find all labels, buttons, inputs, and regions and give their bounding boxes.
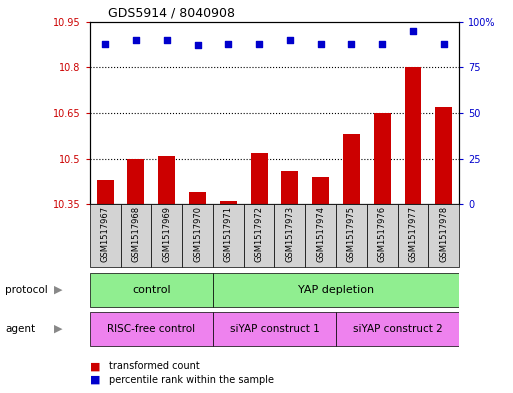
Text: ■: ■ bbox=[90, 361, 100, 371]
Text: agent: agent bbox=[5, 324, 35, 334]
Point bbox=[193, 42, 202, 48]
Point bbox=[440, 40, 448, 47]
Text: YAP depletion: YAP depletion bbox=[298, 285, 374, 295]
Bar bbox=[158, 156, 175, 204]
Text: siYAP construct 2: siYAP construct 2 bbox=[353, 324, 442, 334]
Point bbox=[286, 37, 294, 43]
Bar bbox=[274, 204, 305, 267]
Bar bbox=[250, 152, 267, 204]
Point bbox=[378, 40, 386, 47]
Bar bbox=[373, 113, 390, 204]
Point bbox=[409, 28, 417, 34]
Text: GSM1517973: GSM1517973 bbox=[285, 206, 294, 263]
Text: control: control bbox=[132, 285, 171, 295]
Text: GSM1517968: GSM1517968 bbox=[131, 206, 141, 263]
Text: GSM1517969: GSM1517969 bbox=[162, 206, 171, 262]
Bar bbox=[336, 312, 459, 346]
Bar bbox=[96, 180, 113, 204]
Bar bbox=[367, 204, 398, 267]
Text: GDS5914 / 8040908: GDS5914 / 8040908 bbox=[108, 6, 235, 19]
Text: ■: ■ bbox=[90, 375, 100, 385]
Bar bbox=[220, 201, 236, 204]
Point bbox=[317, 40, 325, 47]
Text: GSM1517975: GSM1517975 bbox=[347, 206, 356, 262]
Bar bbox=[312, 177, 329, 204]
Text: GSM1517972: GSM1517972 bbox=[254, 206, 264, 262]
Text: GSM1517967: GSM1517967 bbox=[101, 206, 110, 263]
Text: GSM1517970: GSM1517970 bbox=[193, 206, 202, 262]
Text: percentile rank within the sample: percentile rank within the sample bbox=[109, 375, 274, 385]
Bar bbox=[182, 204, 213, 267]
Text: GSM1517978: GSM1517978 bbox=[439, 206, 448, 263]
Bar bbox=[336, 204, 367, 267]
Text: siYAP construct 1: siYAP construct 1 bbox=[230, 324, 319, 334]
Text: protocol: protocol bbox=[5, 285, 48, 295]
Bar bbox=[151, 204, 182, 267]
Point bbox=[101, 40, 109, 47]
Bar bbox=[398, 204, 428, 267]
Bar bbox=[435, 107, 452, 204]
Bar bbox=[281, 171, 298, 204]
Point bbox=[255, 40, 263, 47]
Point bbox=[163, 37, 171, 43]
Bar bbox=[428, 204, 459, 267]
Bar bbox=[121, 204, 151, 267]
Text: GSM1517974: GSM1517974 bbox=[316, 206, 325, 262]
Bar bbox=[244, 204, 274, 267]
Text: GSM1517976: GSM1517976 bbox=[378, 206, 387, 263]
Bar bbox=[404, 67, 421, 204]
Point bbox=[347, 40, 356, 47]
Bar bbox=[90, 312, 213, 346]
Bar bbox=[343, 134, 360, 204]
Bar bbox=[213, 204, 244, 267]
Text: ▶: ▶ bbox=[54, 285, 63, 295]
Text: RISC-free control: RISC-free control bbox=[107, 324, 195, 334]
Point bbox=[224, 40, 232, 47]
Bar bbox=[305, 204, 336, 267]
Point bbox=[132, 37, 140, 43]
Bar bbox=[90, 204, 121, 267]
Text: transformed count: transformed count bbox=[109, 361, 200, 371]
Bar bbox=[213, 312, 336, 346]
Bar bbox=[189, 192, 206, 204]
Bar bbox=[213, 273, 459, 307]
Text: ▶: ▶ bbox=[54, 324, 63, 334]
Bar bbox=[90, 273, 213, 307]
Text: GSM1517971: GSM1517971 bbox=[224, 206, 233, 262]
Text: GSM1517977: GSM1517977 bbox=[408, 206, 418, 263]
Bar bbox=[127, 159, 145, 204]
